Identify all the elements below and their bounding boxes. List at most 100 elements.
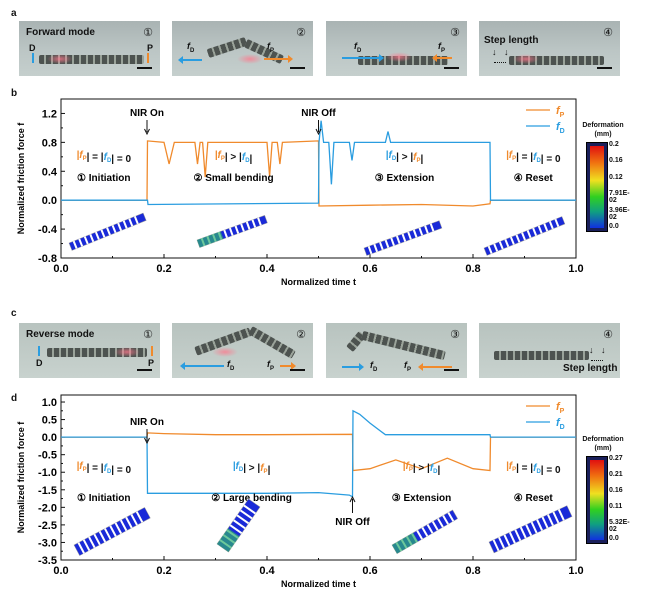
colorbar-tick-label: 0.0: [609, 535, 619, 542]
phase-relation: |fP| = |fD| = 0: [506, 150, 561, 165]
fem-robot-stripe: [128, 218, 134, 227]
phase-label: ② Small bending: [193, 173, 273, 184]
phase-relation: |fP| > |fD|: [403, 461, 441, 476]
fem-robot-stripe: [424, 225, 429, 234]
series-line-fD: [61, 120, 576, 206]
legend-label-fP: fP: [556, 401, 565, 415]
colorbar-tick-label: 0.16: [609, 487, 623, 494]
step-number: ①: [143, 27, 153, 39]
fem-robot-stripe: [72, 240, 78, 249]
step-length-arrow-2: ↓: [504, 47, 509, 57]
x-tick-label: 0.6: [362, 263, 377, 275]
fem-robot-stripe: [384, 239, 390, 248]
y-tick-label: -3.5: [38, 555, 57, 567]
annotation-label: NIR Off: [301, 108, 336, 119]
fem-robot-stripe: [234, 225, 240, 234]
fem-robot-stripe: [447, 512, 455, 522]
fem-robot-stripe: [418, 227, 424, 236]
fem-robot-stripe: [125, 516, 133, 529]
fem-robot-stripe: [390, 237, 395, 246]
y-tick-label: 1.0: [42, 397, 57, 409]
colorbar-tick-label: 0.21: [609, 471, 623, 478]
robot-body: [361, 330, 446, 361]
fem-robot-deformation: [197, 231, 224, 248]
colorbar-tick-label: 0.12: [609, 173, 623, 181]
y-tick-label: -3.0: [38, 537, 57, 549]
fem-robot-stripe: [88, 536, 96, 549]
fem-robot-stripe: [395, 235, 401, 244]
force-label-fd: fD: [370, 360, 378, 373]
fem-robot-stripe: [487, 245, 493, 254]
phase-relation: |fP| = |fD| = 0: [506, 461, 561, 476]
phase-relation: |fD| > |fP|: [233, 461, 271, 476]
annotation-arrowhead: [144, 128, 150, 136]
phase-label: ① Initiation: [77, 493, 130, 504]
photo-forward-step-4: ④ Step length ↓ ↓: [479, 21, 620, 76]
y-axis-label: Normalized friction force f: [16, 421, 26, 534]
fem-robot-stripe: [228, 227, 234, 236]
nir-spot: [386, 52, 412, 62]
fem-robot-stripe: [122, 220, 128, 229]
fem-robot-stripe: [98, 530, 107, 543]
colorbar-tick-label: 0.11: [609, 503, 623, 510]
x-tick-label: 0.4: [259, 263, 275, 275]
fem-robot-stripe: [514, 529, 522, 542]
colorbar-tick-label: 0.27: [609, 455, 623, 462]
fem-robot-stripe: [401, 233, 407, 242]
x-tick-label: 0.0: [53, 565, 68, 577]
robot-body: [39, 55, 144, 64]
fem-robot-stripe: [504, 239, 510, 248]
scale-bar: [444, 67, 459, 69]
phase-label: ④ Reset: [514, 493, 554, 504]
scale-bar: [597, 67, 612, 69]
y-tick-label: 0.8: [42, 137, 57, 149]
fem-robot-stripe: [515, 234, 521, 243]
step-length-arrow-2: ↓: [601, 345, 606, 355]
fem-robot-stripe: [106, 227, 111, 236]
fem-robot-stripe: [373, 243, 379, 253]
photo-reverse-step-3: ③ fD fP: [326, 323, 467, 378]
y-tick-label: -0.4: [38, 224, 58, 236]
annotation-arrowhead: [315, 128, 322, 136]
chart-panel-b: 0.0 0.2 0.4 0.6 0.8 1.0 1.2 0.8 0.4 0.0 -0.4 -0.8 No…: [16, 98, 584, 287]
step-length-label: Step length: [563, 363, 618, 374]
fem-robot-stripe: [493, 243, 499, 252]
fem-robot-stripe: [245, 221, 251, 230]
fem-robot-stripe: [536, 519, 544, 531]
nir-spot: [237, 54, 263, 64]
phase-relation: |fP| = |fD| = 0: [76, 461, 131, 476]
step-number: ③: [450, 27, 460, 39]
fem-robot-stripe: [117, 222, 123, 231]
y-tick-label: -1.5: [38, 485, 57, 497]
fem-robot-stripe: [251, 219, 257, 228]
fem-robot-stripe: [229, 524, 243, 535]
arrow-fd-left: [180, 362, 224, 370]
end-label-d: D: [36, 358, 43, 368]
fem-robot-stripe: [77, 542, 85, 554]
fem-robot-stripe: [519, 526, 527, 539]
fem-robot-stripe: [379, 241, 384, 251]
mode-title: Forward mode: [26, 27, 95, 38]
fem-robot-stripe: [407, 231, 412, 240]
fem-robot-stripe: [412, 229, 418, 238]
colorbar-gradient: [586, 456, 608, 544]
fem-robot-stripe: [82, 539, 91, 551]
arrow-fp-left: [432, 54, 452, 62]
colorbar-title: Deformation (mm): [582, 436, 624, 452]
legend-label-fD: fD: [556, 417, 565, 431]
end-label-d: D: [29, 43, 36, 53]
phase-label: ② Large bending: [211, 493, 292, 504]
fem-robot-stripe: [537, 225, 543, 234]
scale-bar: [290, 369, 305, 371]
annotation-arrowhead: [349, 495, 356, 503]
arrow-fd-left: [178, 56, 202, 64]
fem-robot-stripe: [557, 509, 565, 521]
phase-label: ③ Extension: [375, 173, 435, 184]
x-axis-label: Normalized time t: [281, 277, 356, 287]
y-tick-label: -2.5: [38, 520, 57, 532]
colorbar-tick-label: 0.0: [609, 223, 619, 230]
fem-robot-stripe: [100, 229, 106, 238]
step-number: ③: [450, 329, 460, 341]
fem-robot-body: [488, 505, 573, 554]
colorbar-tick-label: 7.91E-02: [609, 190, 630, 205]
